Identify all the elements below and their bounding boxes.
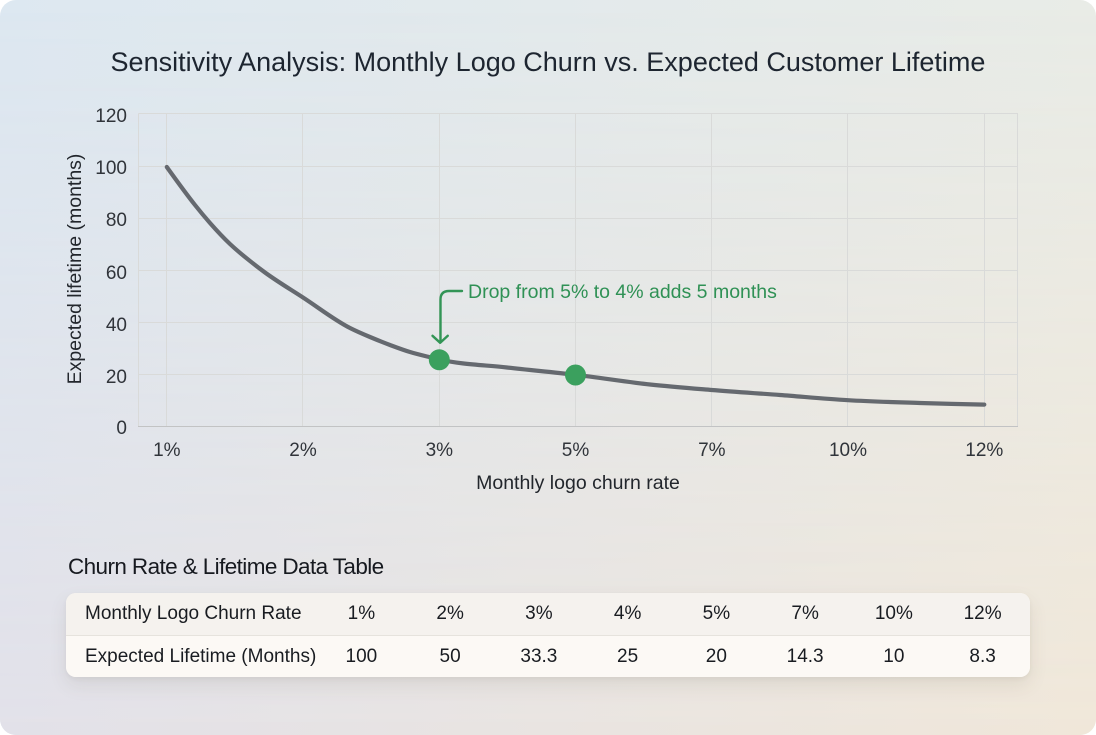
svg-text:2%: 2%	[289, 440, 317, 461]
svg-text:10%: 10%	[829, 440, 867, 461]
svg-text:80: 80	[106, 210, 127, 231]
svg-text:1%: 1%	[153, 440, 181, 461]
svg-text:40: 40	[106, 315, 127, 336]
svg-text:120: 120	[95, 106, 127, 127]
svg-text:Expected lifetime (months): Expected lifetime (months)	[64, 154, 86, 385]
svg-text:7%: 7%	[698, 440, 726, 461]
svg-text:100: 100	[95, 158, 127, 179]
svg-text:12%: 12%	[965, 440, 1003, 461]
svg-text:0: 0	[116, 418, 127, 439]
svg-text:5%: 5%	[562, 440, 590, 461]
svg-text:60: 60	[106, 263, 127, 284]
svg-text:3%: 3%	[426, 440, 454, 461]
svg-text:Monthly logo churn rate: Monthly logo churn rate	[476, 472, 680, 494]
svg-text:20: 20	[106, 367, 127, 388]
svg-text:Drop from 5% to 4% adds 5 mont: Drop from 5% to 4% adds 5 months	[468, 281, 777, 303]
